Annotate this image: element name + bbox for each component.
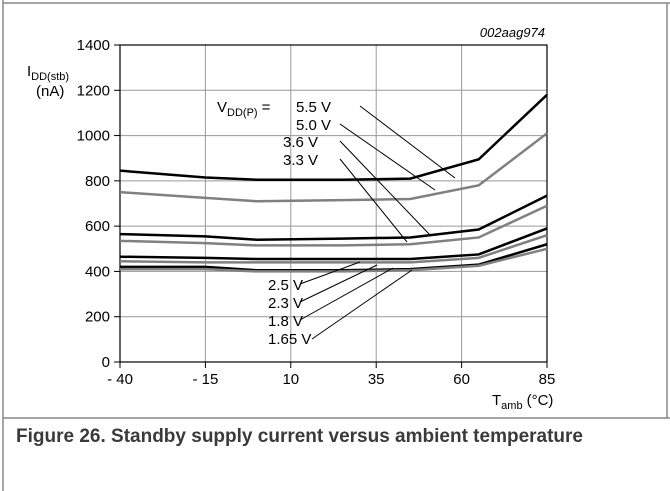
series-line [120,247,548,273]
x-tick-label: - 15 [192,371,218,388]
series-label: 5.0 V [296,117,331,134]
leader-line [339,123,436,191]
y-tick-label: 1000 [77,128,110,145]
series-line [119,93,548,181]
y-axis-title: IDD(stb) [27,63,69,83]
series-line [119,194,548,241]
series-line [119,227,548,261]
legend-prefix-sub: DD(P) [227,107,258,119]
x-tick-label: - 40 [107,371,133,388]
leader-line [339,158,408,243]
caption: Figure 26. Standby supply current versus… [16,426,583,447]
series-line [119,234,548,264]
leader-line [299,264,378,303]
series-label: 2.3 V [268,295,303,312]
plot-frame [119,44,548,363]
leader-line [299,267,394,321]
x-title-sub: amb [501,400,522,412]
annotation: 002aag974 [480,25,545,40]
leader-line [339,140,431,236]
y-tick-label: 600 [85,218,110,235]
x-axis-title: Tamb (°C) [492,392,553,412]
x-tick-label: 60 [453,371,470,388]
y-tick-label: 800 [85,173,110,190]
series-line [119,132,548,203]
legend-prefix: VDD(P) = [217,99,271,119]
legend-prefix-eq: = [262,99,271,116]
y-tick-label: 400 [85,263,110,280]
series-label: 5.5 V [296,99,331,116]
series-line [119,204,548,247]
y-tick-label: 1400 [77,37,110,54]
y-title-sub: DD(stb) [31,71,69,83]
y-tick-label: 0 [102,354,110,371]
x-tick-label: 10 [282,371,299,388]
leader-line [299,261,361,285]
leader-line [311,269,413,340]
series-label: 1.8 V [268,313,303,330]
x-tick-label: 85 [539,371,556,388]
x-title-unit: (°C) [527,392,554,409]
series-label: 1.65 V [268,331,311,348]
y-tick-label: 200 [85,309,110,326]
series-label: 3.6 V [283,134,318,151]
x-title-main: T [492,392,501,409]
y-axis-unit: (nA) [36,83,64,100]
series-label: 3.3 V [283,152,318,169]
series-label: 2.5 V [268,277,303,294]
leader-line [359,105,456,179]
x-tick-label: 35 [368,371,385,388]
y-title-main: I [27,63,31,80]
y-tick-label: 1200 [77,82,110,99]
legend-prefix-main: V [217,99,227,116]
